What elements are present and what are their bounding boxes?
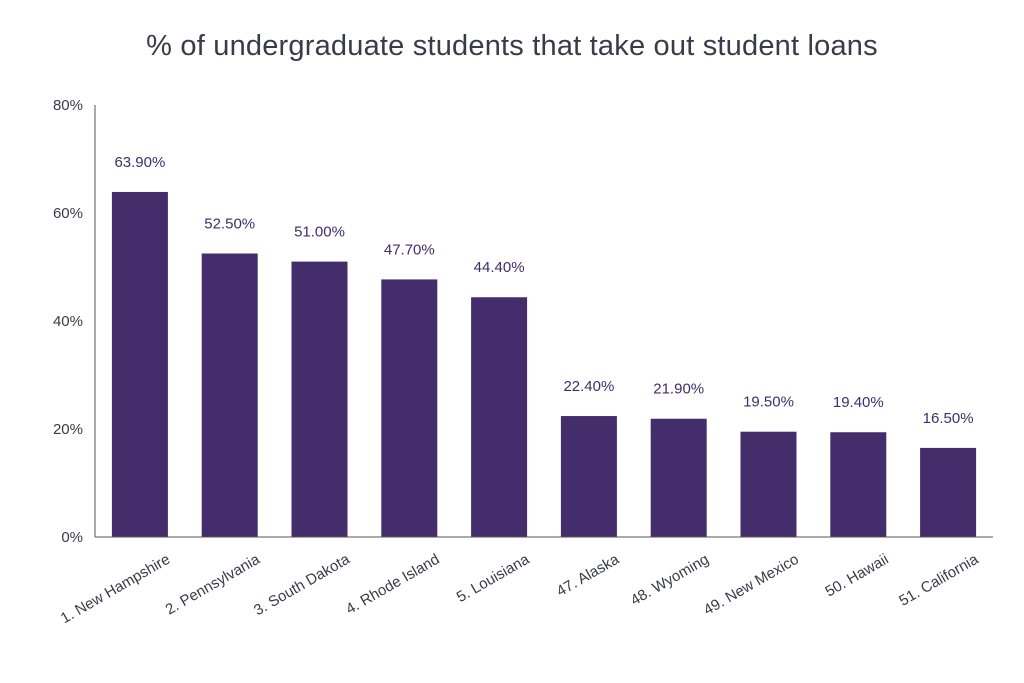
y-tick-label: 80%	[53, 97, 83, 114]
category-label: 49. New Mexico	[701, 551, 802, 619]
bar-value-label: 51.00%	[294, 224, 345, 241]
bar-value-label: 52.50%	[204, 216, 255, 233]
category-label: 47. Alaska	[554, 550, 623, 600]
bar	[471, 297, 528, 537]
bar	[830, 432, 887, 537]
y-tick-label: 40%	[53, 313, 83, 330]
bar	[201, 253, 258, 537]
y-tick-label: 60%	[53, 205, 83, 222]
bar	[650, 418, 707, 537]
bar	[740, 431, 797, 537]
category-label: 3. South Dakota	[251, 550, 353, 619]
bar-value-label: 19.50%	[743, 394, 794, 411]
bar-value-label: 47.70%	[384, 241, 435, 258]
bar-value-label: 22.40%	[563, 378, 614, 395]
bars	[111, 191, 977, 537]
bar-value-label: 21.90%	[653, 381, 704, 398]
category-label: 1. New Hampshire	[58, 551, 173, 627]
bar-value-label: 44.40%	[474, 259, 525, 276]
category-label: 5. Louisiana	[454, 550, 533, 605]
data-labels: 63.90% 52.50% 51.00% 47.70% 44.40% 22.40% 21.9…	[114, 154, 973, 427]
y-tick-label: 20%	[53, 421, 83, 438]
category-label: 50. Hawaii	[822, 551, 891, 601]
bar	[291, 261, 348, 537]
bar	[381, 279, 438, 537]
category-label: 51. California	[896, 550, 982, 609]
category-label: 48. Wyoming	[628, 551, 712, 609]
bar	[111, 191, 168, 537]
y-axis-ticks: 0% 20% 40% 60% 80%	[53, 97, 83, 546]
category-label: 4. Rhode Island	[343, 551, 443, 618]
y-tick-label: 0%	[61, 529, 83, 546]
category-label: 2. Pennsylvania	[163, 550, 264, 618]
bar-value-label: 63.90%	[114, 154, 165, 171]
bar	[920, 447, 977, 537]
bar	[560, 416, 617, 537]
chart-title: % of undergraduate students that take ou…	[146, 30, 878, 62]
bar-value-label: 16.50%	[923, 410, 974, 427]
bar-value-label: 19.40%	[833, 394, 884, 411]
